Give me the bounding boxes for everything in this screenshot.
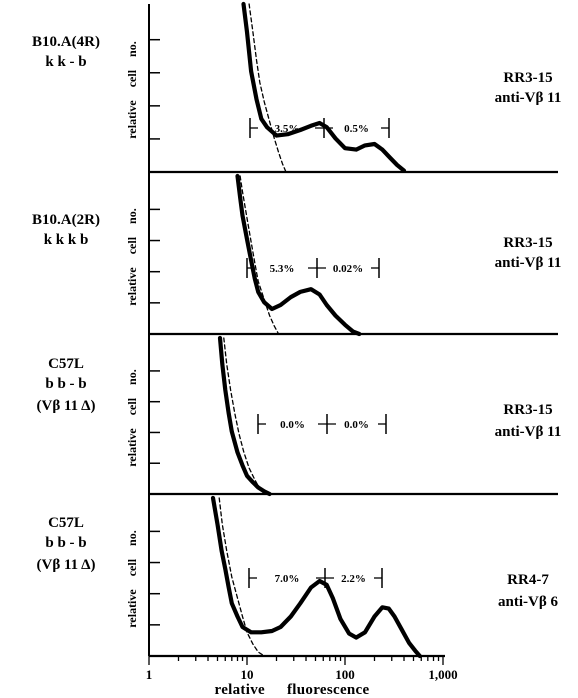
gate-percentage-high: 0.02% [333,263,363,275]
x-tick-label: 1,000 [428,667,457,682]
control-histogram [218,497,265,657]
strain-label-line: k k k b [44,232,89,248]
strain-label-line: B10.A(2R) [32,212,100,228]
x-tick-label: 1 [146,667,153,682]
control-histogram [248,3,287,173]
strain-label-line: (Vβ 11 Δ) [37,557,96,573]
antibody-label-line: anti-Vβ 11 [495,255,562,271]
strain-label-line: b b - b [45,376,86,392]
antibody-label-line: RR3-15 [503,402,552,418]
antibody-label-line: RR3-15 [503,70,552,86]
strain-label-line: k k - b [45,54,86,70]
x-axis-label: relative fluorescence [215,682,370,698]
y-axis-label: relative cell no. [125,41,139,138]
strain-label-line: B10.A(4R) [32,34,100,50]
antibody-label-line: RR3-15 [503,235,552,251]
y-axis-label: relative cell no. [125,530,139,627]
gate-markers: 3.5% 0.5% 5.3% 0.02% 0.0% 0.0% 7.0% 2.2% [246,118,390,588]
y-axis-label: relative cell no. [125,369,139,466]
gate-percentage-high: 0.5% [344,123,369,135]
y-axis-label: relative cell no. [125,208,139,305]
antibody-labels: RR3-15 anti-Vβ 11 RR3-15 anti-Vβ 11 RR3-15 an… [495,70,562,610]
antibody-label-line: anti-Vβ 11 [495,90,562,106]
stained-histogram [241,1,407,173]
gate-percentage-low: 5.3% [270,263,295,275]
antibody-label-line: anti-Vβ 11 [495,424,562,440]
x-axis: relative fluorescence 1 10 100 1,000 [146,656,458,698]
gate-percentage-high: 2.2% [341,573,366,585]
strain-labels: B10.A(4R) k k - b B10.A(2R) k k k b C57L b b … [32,34,100,573]
gate-percentage-low: 7.0% [275,573,300,585]
histogram-curves [210,1,422,659]
stained-histogram [210,495,422,659]
strain-label-line: C57L [48,356,84,372]
antibody-label-line: RR4-7 [507,572,549,588]
axes [148,4,558,658]
control-histogram [223,337,265,495]
strain-label-line: b b - b [45,535,86,551]
strain-label-line: (Vβ 11 Δ) [37,398,96,414]
gate-percentage-low: 0.0% [280,419,305,431]
y-axis-labels: relative cell no. relative cell no. relati… [125,41,139,627]
gate-percentage-low: 3.5% [275,123,300,135]
control-histogram [239,175,280,335]
stained-histogram [235,173,362,337]
x-tick-label: 10 [241,667,254,682]
gate-percentage-high: 0.0% [344,419,369,431]
x-tick-label: 100 [335,667,355,682]
strain-label-line: C57L [48,515,84,531]
stained-histogram [217,335,272,497]
antibody-label-line: anti-Vβ 6 [498,594,558,610]
